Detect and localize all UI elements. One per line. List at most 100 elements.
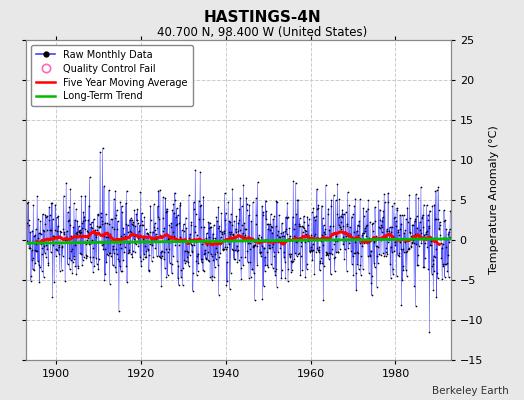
Point <box>402 216 410 222</box>
Point <box>342 209 350 215</box>
Point <box>140 239 149 245</box>
Point <box>206 224 215 230</box>
Point <box>113 207 121 213</box>
Point <box>101 246 110 252</box>
Point <box>173 212 182 218</box>
Point <box>133 217 141 224</box>
Point <box>223 244 232 250</box>
Point <box>336 212 345 219</box>
Point <box>46 212 54 218</box>
Point <box>301 228 310 234</box>
Point <box>99 145 107 151</box>
Point <box>166 239 174 245</box>
Point <box>326 271 335 278</box>
Point <box>248 244 257 250</box>
Point <box>148 242 157 248</box>
Point <box>353 249 361 255</box>
Point <box>215 223 224 230</box>
Point <box>304 236 313 243</box>
Point <box>123 279 131 286</box>
Point <box>407 244 415 250</box>
Point <box>286 233 294 239</box>
Point <box>68 270 77 276</box>
Point <box>414 242 423 249</box>
Point <box>285 251 293 257</box>
Point <box>100 277 108 283</box>
Point <box>72 206 80 212</box>
Point <box>370 238 378 244</box>
Point <box>377 252 385 259</box>
Point <box>319 215 327 222</box>
Point <box>83 229 92 235</box>
Point <box>253 242 261 249</box>
Point <box>437 255 445 262</box>
Point <box>429 257 437 264</box>
Point <box>232 229 240 235</box>
Point <box>160 225 169 231</box>
Point <box>392 273 401 280</box>
Point <box>210 222 218 228</box>
Point <box>327 203 335 209</box>
Point <box>323 250 331 256</box>
Point <box>383 226 391 232</box>
Point <box>49 241 58 248</box>
Point <box>328 197 336 204</box>
Point <box>192 258 201 264</box>
Point <box>191 211 200 217</box>
Point <box>278 241 287 247</box>
Point <box>274 239 282 245</box>
Point <box>408 222 417 228</box>
Point <box>209 230 217 237</box>
Point <box>94 256 103 262</box>
Point <box>146 240 154 247</box>
Point <box>53 223 62 230</box>
Point <box>258 203 266 209</box>
Point <box>288 267 296 274</box>
Point <box>357 238 366 245</box>
Point <box>48 236 56 242</box>
Point <box>54 232 62 239</box>
Point <box>373 284 381 290</box>
Point <box>302 266 311 272</box>
Point <box>391 242 400 248</box>
Point <box>140 214 148 220</box>
Point <box>112 269 120 276</box>
Point <box>52 253 60 259</box>
Point <box>38 245 47 251</box>
Point <box>296 272 304 278</box>
Point <box>96 210 105 216</box>
Point <box>420 202 428 208</box>
Point <box>222 209 230 216</box>
Point <box>176 202 184 208</box>
Point <box>133 217 141 223</box>
Point <box>70 200 78 206</box>
Point <box>252 211 260 218</box>
Point <box>363 240 372 246</box>
Point <box>23 220 31 226</box>
Point <box>253 261 261 268</box>
Point <box>131 223 139 230</box>
Point <box>178 227 186 234</box>
Point <box>211 263 219 270</box>
Point <box>350 250 358 256</box>
Point <box>30 247 39 253</box>
Point <box>319 242 327 248</box>
Point <box>135 228 143 234</box>
Point <box>401 267 410 273</box>
Point <box>339 241 347 248</box>
Point <box>421 255 429 262</box>
Point <box>124 222 132 228</box>
Point <box>444 252 452 258</box>
Point <box>198 256 206 262</box>
Point <box>430 268 438 274</box>
Point <box>66 186 74 192</box>
Point <box>261 262 269 268</box>
Point <box>296 223 304 230</box>
Point <box>226 270 235 276</box>
Point <box>344 244 352 251</box>
Point <box>325 256 333 262</box>
Point <box>371 218 379 224</box>
Point <box>180 248 189 254</box>
Point <box>209 235 217 242</box>
Point <box>176 199 184 206</box>
